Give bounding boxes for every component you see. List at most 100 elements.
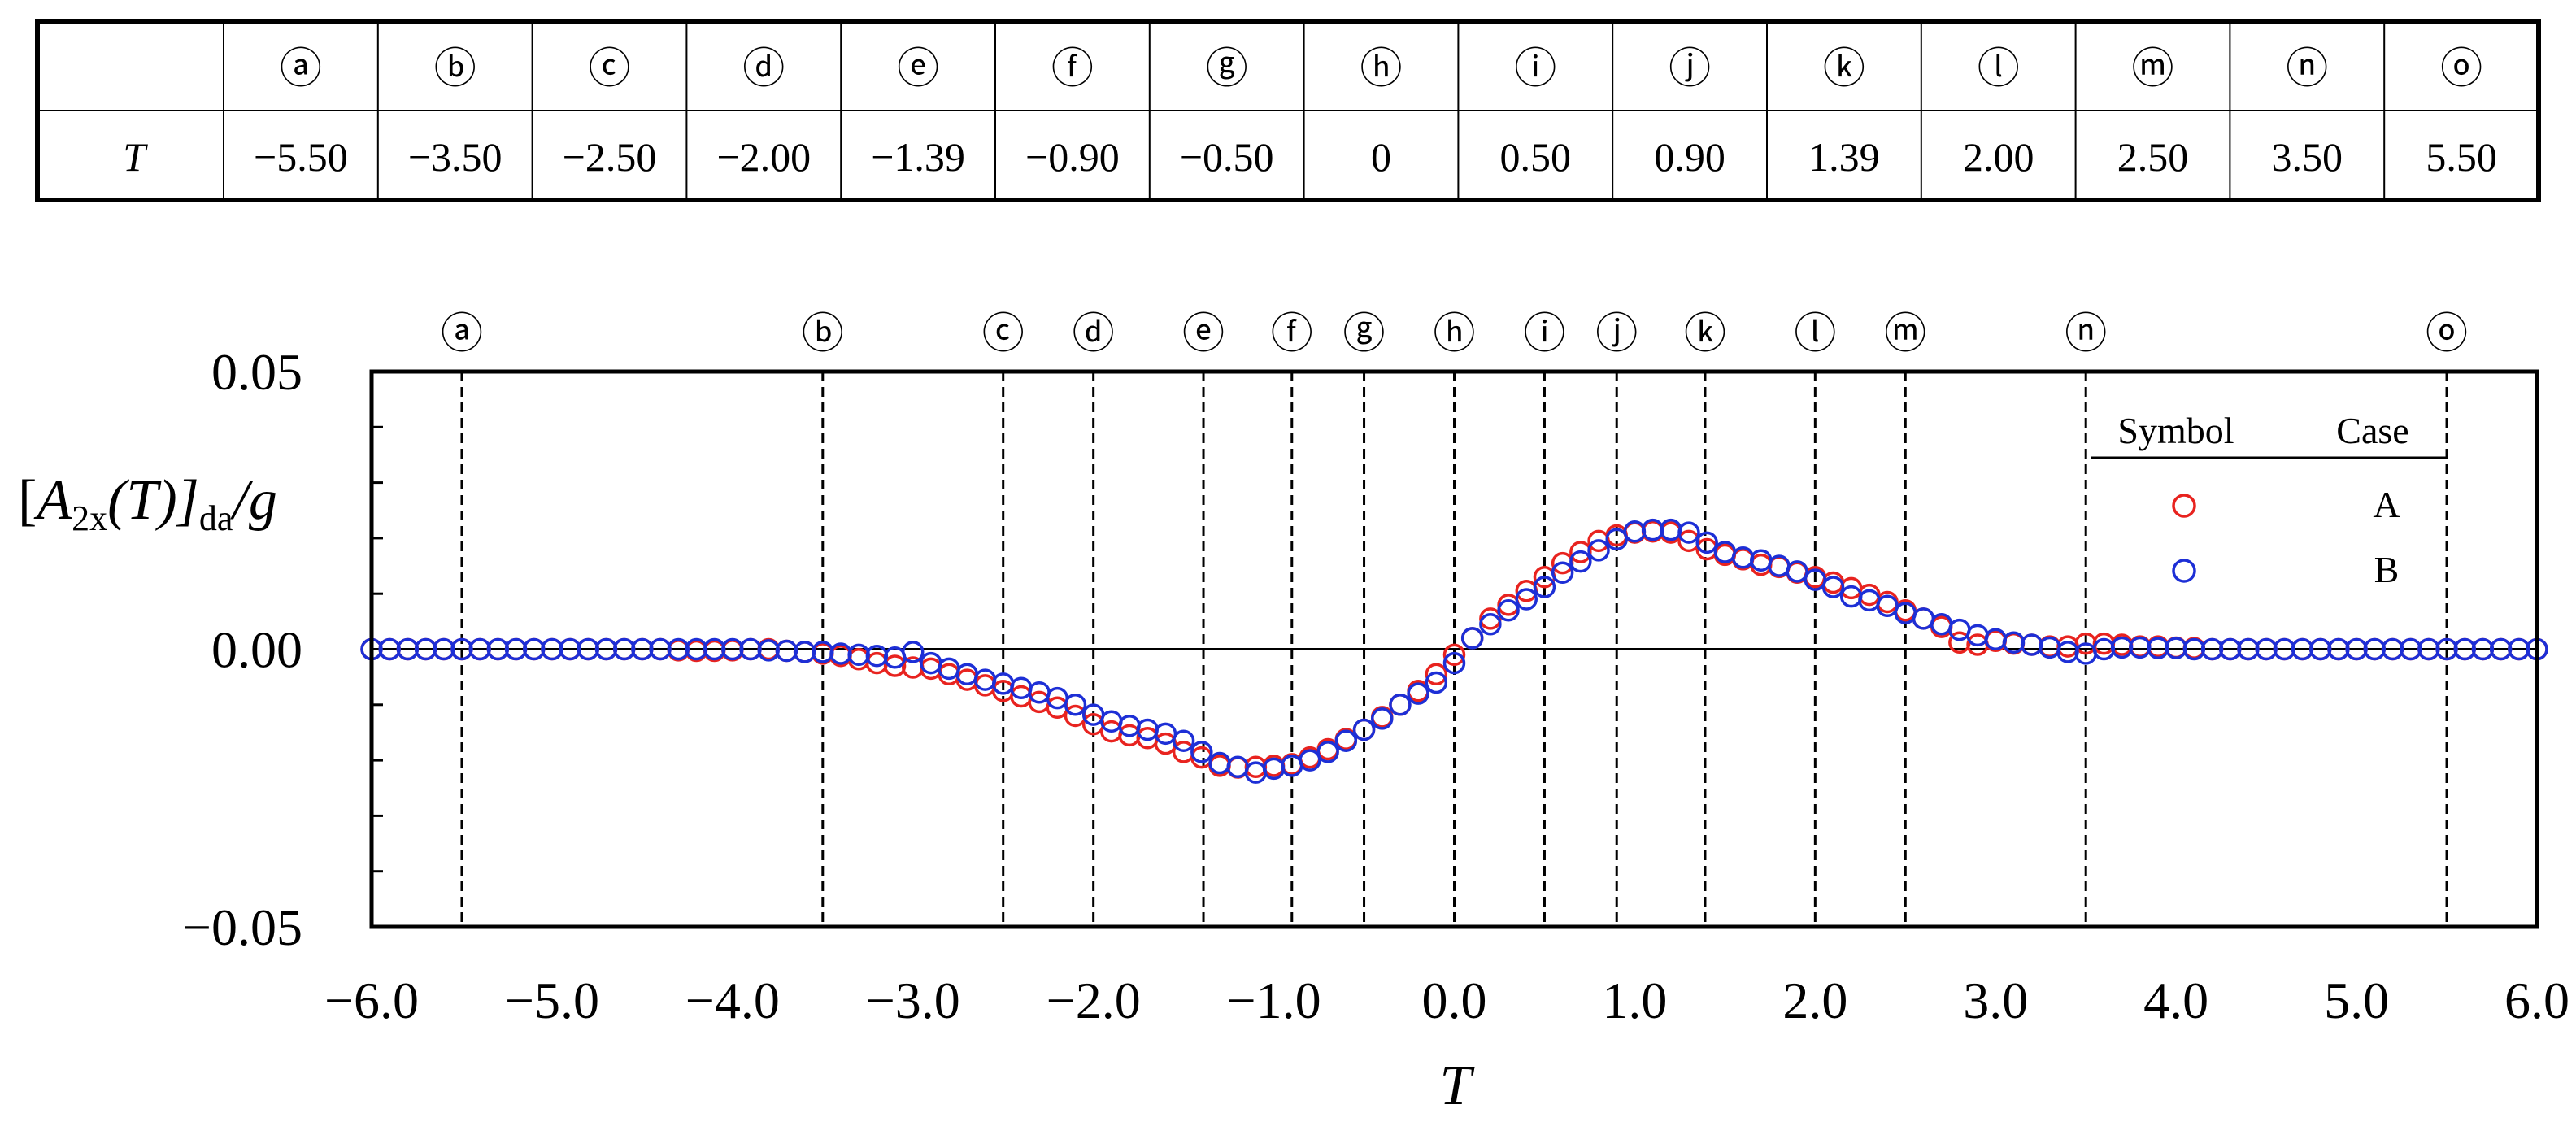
- data-point: [847, 648, 870, 671]
- data-point: [2399, 637, 2422, 661]
- table-col-header: ⓙ: [1669, 46, 1711, 93]
- data-point: [1695, 531, 1718, 554]
- marker-label: ⓕ: [1271, 311, 1313, 358]
- legend-header-symbol: Symbol: [2117, 410, 2234, 451]
- table-cell-value: −5.50: [254, 134, 348, 180]
- data-point: [2129, 636, 2152, 659]
- x-tick-label: 2.0: [1782, 972, 1847, 1029]
- data-point: [504, 637, 528, 661]
- marker-label: ⓜ: [1884, 311, 1926, 358]
- data-point: [2039, 636, 2061, 659]
- table-cell-value: 0.90: [1654, 134, 1725, 180]
- table-col-header: ⓐ: [280, 46, 322, 93]
- table-col-header: ⓞ: [2440, 46, 2482, 93]
- data-point: [2291, 637, 2314, 661]
- data-point: [1569, 550, 1592, 573]
- data-point: [2020, 633, 2043, 656]
- data-point: [1190, 741, 1213, 763]
- table-cell-value: 0: [1371, 134, 1391, 180]
- data-point: [2147, 637, 2169, 659]
- marker-label: ⓝ: [2065, 311, 2107, 358]
- y-label-bracket: [: [18, 469, 37, 532]
- table-cell-value: 1.39: [1808, 134, 1880, 180]
- data-point: [2237, 637, 2260, 661]
- data-point: [1442, 651, 1466, 675]
- data-point: [2508, 637, 2530, 661]
- legend-items: AB: [2172, 484, 2400, 590]
- t-values-table: T ⓐ −5.50 ⓑ −3.50 ⓒ −2.50 ⓓ −2.00 ⓔ −1.39 ⓕ −0.90 ⓖ −…: [35, 19, 2541, 202]
- data-point: [775, 639, 798, 663]
- marker-label: ⓘ: [1523, 311, 1565, 358]
- marker-label: ⓔ: [1182, 311, 1225, 358]
- data-point: [2255, 637, 2278, 661]
- data-point: [468, 637, 491, 661]
- legend-symbol: [2172, 494, 2196, 518]
- data-point: [793, 641, 816, 663]
- table-cell-value: −0.50: [1180, 134, 1274, 180]
- data-point: [559, 637, 581, 661]
- data-point: [2435, 637, 2458, 661]
- data-point: [2489, 637, 2513, 661]
- y-label-da: da: [199, 498, 233, 538]
- marker-label: ⓗ: [1433, 311, 1475, 358]
- data-point: [1316, 741, 1339, 763]
- x-axis-label: T: [1440, 1055, 1476, 1117]
- data-point: [1352, 718, 1376, 741]
- y-tick-label: 0.05: [211, 343, 302, 401]
- data-point: [612, 637, 636, 661]
- table-col-header: ⓔ: [897, 46, 939, 93]
- data-point: [541, 637, 564, 661]
- data-point: [2363, 637, 2387, 661]
- legend-symbol: [2172, 559, 2196, 583]
- chart: ⓐ ⓑ ⓒ ⓓ ⓔ ⓕ ⓖ ⓗ ⓘ ⓙ ⓚ ⓛ ⓜ ⓝ ⓞ −6.0 −5.0 −4.0 −3.0 −2.0 −1.0…: [18, 311, 2569, 1117]
- table-col-header: ⓑ: [434, 46, 476, 93]
- x-tick-label: 4.0: [2143, 972, 2208, 1029]
- y-axis-label: [A2x(T)]da/g: [18, 469, 277, 538]
- data-point: [486, 637, 510, 661]
- table-cell-value: 3.50: [2272, 134, 2343, 180]
- data-point: [1533, 576, 1556, 598]
- table-col-header: ⓕ: [1051, 46, 1094, 93]
- legend: Symbol Case AB: [2091, 410, 2446, 590]
- y-tick-labels: −0.05 0.00 0.05: [182, 343, 302, 956]
- data-point: [1172, 729, 1195, 752]
- y-label-sub: 2x: [72, 498, 107, 538]
- data-point: [1442, 643, 1466, 667]
- data-point: [2308, 637, 2332, 661]
- table-cell-value: −3.50: [408, 134, 503, 180]
- y-label-a: A: [33, 469, 72, 532]
- data-point: [1460, 627, 1484, 650]
- data-point: [594, 637, 618, 661]
- marker-labels: ⓐ ⓑ ⓒ ⓓ ⓔ ⓕ ⓖ ⓗ ⓘ ⓙ ⓚ ⓛ ⓜ ⓝ ⓞ: [441, 311, 2468, 358]
- data-point: [1497, 598, 1520, 622]
- data-point: [1551, 561, 1574, 584]
- series-layer: [360, 518, 2548, 784]
- x-tick-labels: −6.0 −5.0 −4.0 −3.0 −2.0 −1.0 0.0 1.0 2.0 3.0 4.0 5…: [324, 972, 2569, 1029]
- table-col-header: ⓖ: [1206, 46, 1248, 93]
- table-cell-value: 0.50: [1500, 134, 1572, 180]
- data-point: [1768, 554, 1791, 577]
- data-point: [1064, 694, 1087, 716]
- data-point: [2218, 637, 2242, 661]
- table-col-header: ⓒ: [588, 46, 630, 93]
- y-label-g: /g: [229, 469, 276, 532]
- data-point: [1605, 528, 1628, 551]
- data-point: [2182, 637, 2206, 661]
- data-point: [2273, 637, 2296, 661]
- marker-label: ⓓ: [1073, 311, 1115, 358]
- table-col-header: ⓝ: [2286, 46, 2328, 93]
- data-point: [667, 637, 690, 661]
- data-point: [2345, 637, 2368, 661]
- data-point: [685, 637, 708, 661]
- table-cell-value: 2.00: [1963, 134, 2034, 180]
- x-tick-label: 3.0: [1963, 972, 2028, 1029]
- x-tick-label: 6.0: [2504, 972, 2569, 1029]
- marker-label: ⓖ: [1343, 311, 1386, 358]
- data-point: [1623, 520, 1647, 543]
- table-cell-value: −0.90: [1025, 134, 1120, 180]
- y-label-t: (T)]: [107, 469, 199, 532]
- legend-label: B: [2374, 549, 2400, 590]
- data-point: [1821, 576, 1845, 598]
- data-point: [1479, 613, 1502, 636]
